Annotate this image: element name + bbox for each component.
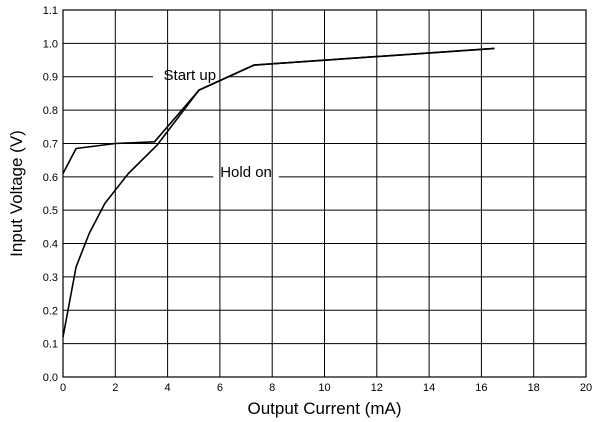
series-line-hold-on <box>62 47 495 338</box>
x-tick-label: 16 <box>475 382 487 394</box>
plot-frame <box>62 9 587 378</box>
y-tick-label: 0.8 <box>43 105 58 117</box>
y-tick-label: 0.2 <box>43 305 58 317</box>
y-tick-labels: 0.0 0.1 0.2 0.3 0.4 0.5 0.6 0.7 0.8 0.9 1.0 1.1 <box>43 5 58 384</box>
annotations: Start up Hold on <box>164 67 272 181</box>
x-tick-label: 2 <box>112 382 118 394</box>
y-tick-label: 1.0 <box>43 38 58 50</box>
x-tick-label: 6 <box>217 382 223 394</box>
series-lines <box>62 47 495 338</box>
x-axis-label: Output Current (mA) <box>248 399 402 418</box>
x-tick-label: 0 <box>60 382 66 394</box>
y-tick-label: 0.3 <box>43 272 58 284</box>
y-tick-label: 1.1 <box>43 5 58 17</box>
x-tick-label: 8 <box>269 382 275 394</box>
y-tick-label: 0.6 <box>43 172 58 184</box>
annotation-start-up: Start up <box>164 67 217 84</box>
x-tick-labels: 0 2 4 6 8 10 12 14 16 18 20 <box>60 382 592 394</box>
x-tick-label: 12 <box>371 382 383 394</box>
x-tick-label: 10 <box>318 382 330 394</box>
y-tick-label: 0.0 <box>43 372 58 384</box>
x-tick-label: 4 <box>165 382 171 394</box>
y-tick-label: 0.4 <box>43 239 58 251</box>
x-tick-label: 20 <box>580 382 592 394</box>
x-tick-label: 14 <box>423 382 435 394</box>
y-axis-label: Input Voltage (V) <box>7 130 26 257</box>
annotation-hold-on: Hold on <box>220 164 272 181</box>
y-tick-label: 0.1 <box>43 339 58 351</box>
series-line-start-up <box>62 47 495 174</box>
y-tick-label: 0.5 <box>43 205 58 217</box>
y-tick-label: 0.9 <box>43 72 58 84</box>
y-tick-label: 0.7 <box>43 138 58 150</box>
grid <box>63 10 586 377</box>
x-tick-label: 18 <box>528 382 540 394</box>
